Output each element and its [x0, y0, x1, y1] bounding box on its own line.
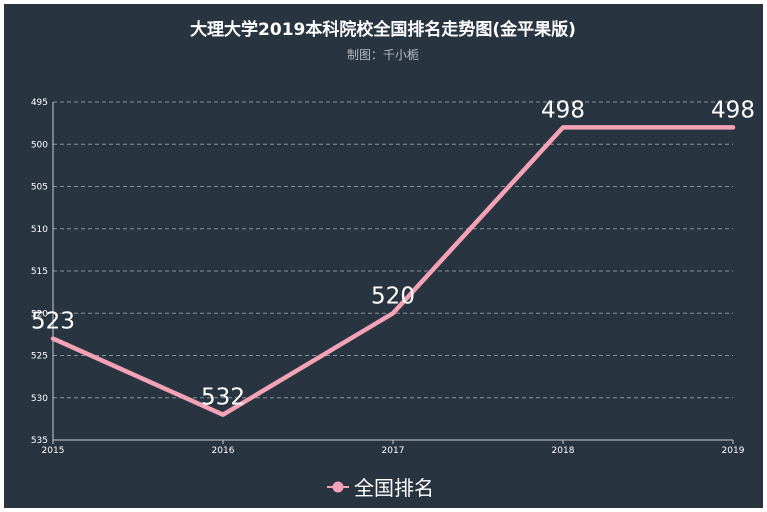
legend-label: 全国排名 — [354, 476, 434, 500]
chart-title: 大理大学2019本科院校全国排名走势图(金平果版) — [190, 19, 576, 40]
x-tick-label: 2017 — [382, 446, 405, 456]
series-layer — [50, 125, 736, 417]
y-tick-label: 500 — [31, 140, 48, 150]
chart-subtitle: 制图：千小栀 — [347, 48, 419, 62]
y-tick-label: 535 — [31, 436, 48, 446]
legend-dot-icon — [332, 481, 344, 493]
data-label: 532 — [201, 385, 245, 411]
data-label: 498 — [711, 97, 755, 123]
y-tick-label: 515 — [31, 267, 48, 277]
x-tick-label: 2019 — [722, 446, 745, 456]
data-label: 498 — [541, 97, 585, 123]
chart-frame: 大理大学2019本科院校全国排名走势图(金平果版) 制图：千小栀 495 500 5… — [4, 4, 763, 508]
y-tick-label: 495 — [31, 98, 48, 108]
y-tick-label: 520 — [31, 309, 48, 319]
grid-layer — [53, 101, 733, 399]
legend[interactable]: 全国排名 — [327, 476, 434, 500]
line-chart: 大理大学2019本科院校全国排名走势图(金平果版) 制图：千小栀 4955005… — [31, 19, 755, 500]
x-tick-label: 2016 — [212, 446, 235, 456]
y-tick-label: 530 — [31, 394, 48, 404]
data-label: 520 — [371, 283, 415, 309]
data-label-layer: 523 532 520 498 498 — [31, 97, 755, 410]
x-tick-label: 2015 — [42, 446, 65, 456]
series-line[interactable] — [50, 125, 736, 417]
x-tick-label: 2018 — [552, 446, 575, 456]
y-tick-label: 525 — [31, 352, 48, 362]
y-tick-label: 505 — [31, 183, 48, 193]
y-tick-label: 510 — [31, 225, 48, 235]
data-label: 523 — [31, 309, 75, 335]
